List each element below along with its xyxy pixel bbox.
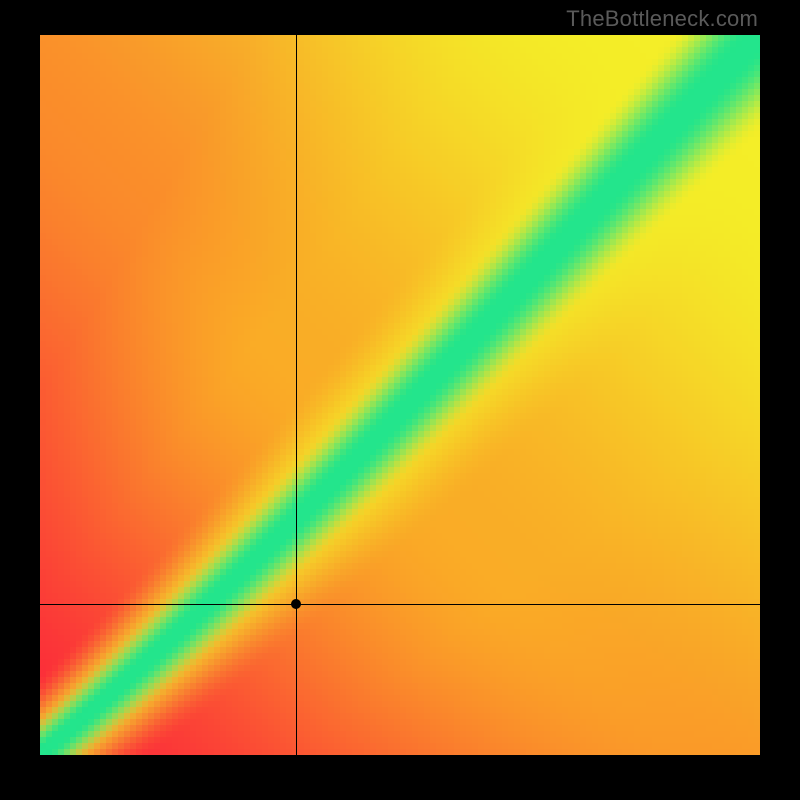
plot-area: [40, 35, 760, 755]
crosshair-dot: [291, 599, 301, 609]
heatmap-canvas: [40, 35, 760, 755]
crosshair-vertical: [296, 35, 297, 755]
crosshair-horizontal: [40, 604, 760, 605]
watermark-text: TheBottleneck.com: [566, 6, 758, 32]
